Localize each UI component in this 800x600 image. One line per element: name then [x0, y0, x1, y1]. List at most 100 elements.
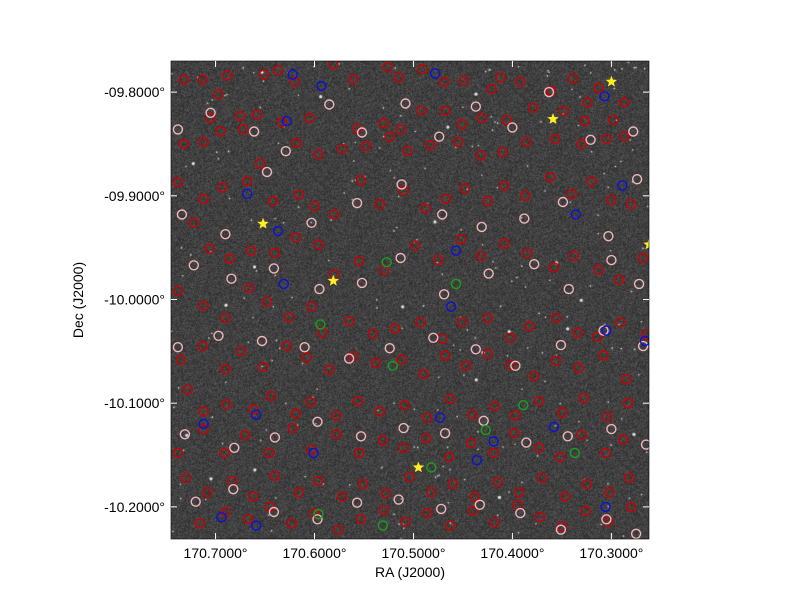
circle-marker — [495, 72, 506, 83]
circle-marker — [533, 442, 545, 453]
circle-marker — [250, 520, 262, 531]
circle-marker — [399, 400, 410, 411]
circle-marker — [581, 478, 592, 490]
circle-marker — [621, 374, 632, 385]
circle-marker — [603, 516, 614, 527]
circle-marker — [447, 478, 459, 490]
circle-marker — [601, 133, 612, 145]
circle-marker — [438, 289, 450, 300]
circle-marker — [276, 116, 287, 128]
circle-marker — [172, 124, 184, 135]
circle-marker — [639, 335, 649, 347]
circle-marker — [585, 134, 596, 146]
y-tick-label: -10.2000° — [104, 499, 165, 515]
circle-marker — [522, 247, 533, 259]
circle-marker — [529, 259, 540, 270]
x-axis-label: RA (J2000) — [375, 564, 445, 580]
star-field-image — [171, 61, 649, 539]
circle-marker — [640, 329, 649, 340]
circle-marker — [637, 252, 649, 264]
circle-marker — [459, 183, 471, 194]
circle-marker — [261, 166, 273, 178]
circle-marker — [619, 97, 630, 108]
circle-marker — [356, 127, 368, 138]
circle-marker — [501, 114, 512, 126]
circle-marker — [599, 91, 610, 102]
circle-marker — [351, 197, 363, 209]
circle-marker — [555, 524, 567, 535]
circle-marker — [250, 409, 262, 420]
circle-marker — [524, 321, 535, 332]
circle-marker — [445, 301, 457, 312]
circle-marker — [456, 317, 468, 328]
circle-marker — [190, 496, 201, 507]
circle-marker — [568, 250, 579, 262]
circle-marker — [269, 432, 281, 443]
circle-marker — [554, 451, 566, 463]
circle-marker — [387, 360, 398, 371]
circle-marker — [333, 524, 344, 535]
circle-marker — [306, 444, 317, 455]
circle-marker — [293, 189, 304, 201]
circle-marker — [343, 316, 355, 327]
circle-marker — [355, 174, 367, 186]
circle-marker — [220, 363, 231, 375]
circle-marker — [505, 359, 516, 370]
circle-marker — [482, 348, 493, 359]
circle-marker — [381, 257, 392, 268]
circle-marker — [380, 488, 391, 499]
circle-marker — [241, 188, 253, 199]
circle-marker — [426, 462, 437, 473]
circle-marker — [306, 217, 317, 229]
circle-marker — [505, 332, 516, 343]
circle-marker — [514, 487, 525, 498]
circle-marker — [528, 102, 539, 113]
circle-marker — [269, 470, 281, 481]
circle-marker — [389, 323, 400, 334]
circle-marker — [600, 501, 611, 513]
circle-marker — [290, 408, 301, 419]
circle-marker — [615, 317, 626, 328]
circle-marker — [198, 136, 209, 148]
circle-marker — [248, 126, 260, 137]
circle-marker — [475, 250, 486, 262]
circle-marker — [178, 74, 190, 85]
circle-marker — [308, 447, 319, 459]
circle-marker — [226, 273, 237, 284]
circle-marker — [598, 350, 609, 361]
circle-marker — [257, 361, 269, 373]
circle-marker — [242, 514, 254, 525]
circle-marker — [569, 447, 580, 459]
circle-marker — [217, 182, 228, 193]
circle-marker — [592, 331, 603, 342]
circle-marker — [436, 503, 447, 515]
circle-marker — [550, 355, 562, 366]
circle-marker — [286, 518, 297, 529]
marker-group-1 — [172, 86, 649, 539]
circle-marker — [430, 68, 441, 79]
circle-marker — [507, 122, 518, 133]
circle-marker — [188, 260, 200, 271]
circle-marker — [470, 101, 481, 112]
circle-marker — [272, 65, 284, 76]
circle-marker — [228, 484, 239, 495]
circle-marker — [172, 447, 184, 459]
circle-marker — [215, 126, 226, 137]
circle-marker — [573, 362, 584, 374]
circle-marker — [572, 327, 583, 338]
circle-marker — [478, 415, 489, 426]
circle-marker — [281, 115, 292, 127]
x-tick-label: 170.4000° — [480, 545, 544, 561]
circle-marker — [278, 278, 289, 290]
circle-marker — [544, 171, 556, 183]
circle-marker — [435, 412, 446, 423]
circle-marker — [247, 404, 259, 415]
circle-marker — [378, 117, 389, 129]
circle-marker — [204, 243, 215, 254]
circle-marker — [224, 253, 235, 265]
circle-marker — [291, 137, 302, 149]
circle-marker — [476, 221, 487, 233]
circle-marker — [420, 202, 431, 214]
circle-marker — [455, 234, 467, 245]
circle-marker — [395, 252, 406, 264]
